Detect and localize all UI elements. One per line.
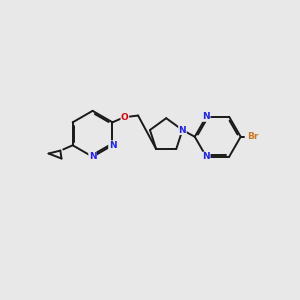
Text: N: N — [178, 125, 186, 134]
Text: N: N — [202, 112, 210, 122]
Text: N: N — [109, 141, 116, 150]
Text: N: N — [202, 152, 210, 161]
Text: N: N — [89, 152, 96, 161]
Text: Br: Br — [248, 132, 259, 141]
Text: O: O — [121, 112, 129, 122]
